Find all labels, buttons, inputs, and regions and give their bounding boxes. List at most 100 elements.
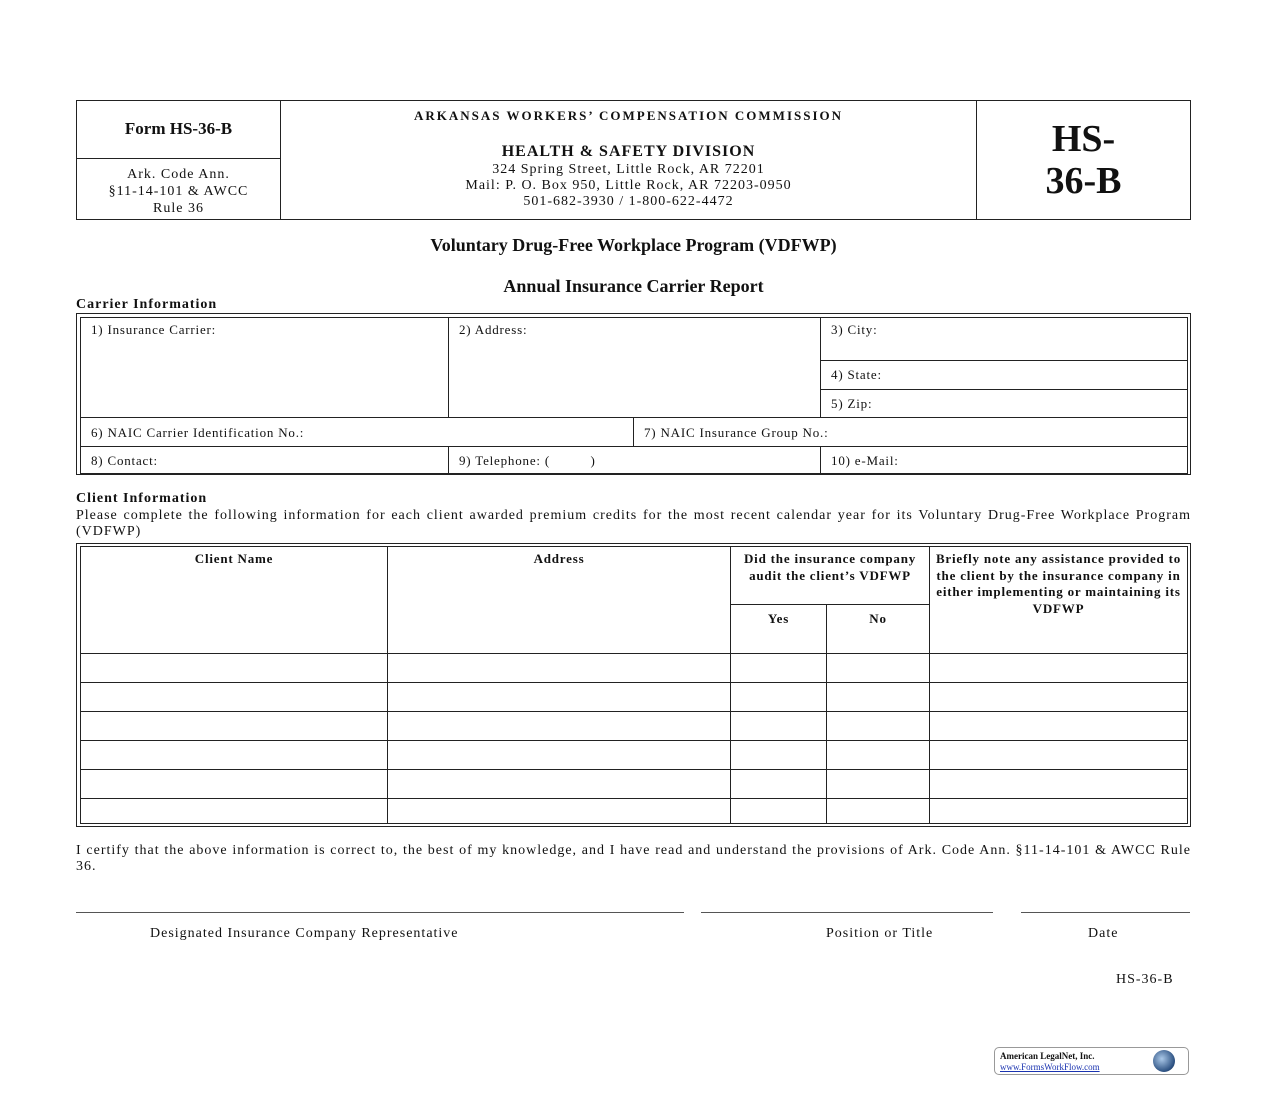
client-outer-border [76, 543, 1191, 827]
header-no: No [825, 604, 931, 654]
address-cell[interactable] [387, 769, 731, 799]
logo-url[interactable]: www.FormsWorkFlow.com [1000, 1062, 1100, 1072]
address-cell[interactable] [387, 711, 731, 741]
field-label: 1) Insurance Carrier: [91, 322, 217, 337]
address-cell[interactable] [387, 682, 731, 712]
agency-address: 324 Spring Street, Little Rock, AR 72201 [492, 162, 765, 177]
code-ref-line: §11-14-101 & AWCC [108, 184, 249, 199]
header-address: Address [387, 546, 731, 654]
field-label: 7) NAIC Insurance Group No.: [644, 425, 829, 440]
address-cell[interactable] [387, 653, 731, 683]
date-label: Date [1088, 926, 1119, 941]
form-big-cell [976, 100, 1191, 220]
division-name: HEALTH & SAFETY DIVISION [501, 143, 756, 160]
carrier-outer-border [76, 313, 1191, 475]
audit-no-cell[interactable] [825, 798, 931, 824]
carrier-heading: Carrier Information [76, 297, 218, 312]
field-label: 2) Address: [459, 322, 528, 337]
email-field[interactable]: 10) e-Mail: [820, 446, 1189, 474]
address-field[interactable]: 2) Address: [447, 317, 822, 418]
contact-field[interactable]: 8) Contact: [80, 446, 449, 474]
table-row [80, 653, 1189, 683]
zip-field[interactable]: 5) Zip: [820, 389, 1189, 418]
field-label: 3) City: [831, 322, 878, 337]
field-label: 9) Telephone: ( ) [459, 453, 596, 468]
assistance-cell[interactable] [929, 711, 1189, 741]
client-name-cell[interactable] [80, 798, 388, 824]
field-label: 8) Contact: [91, 453, 158, 468]
logo-company: American LegalNet, Inc. [1000, 1051, 1095, 1061]
audit-no-cell[interactable] [825, 769, 931, 799]
form-number-large: HS- 36-B [976, 118, 1191, 202]
client-name-cell[interactable] [80, 711, 388, 741]
city-field[interactable]: 3) City: [820, 317, 1189, 361]
position-signature-line[interactable] [701, 912, 993, 913]
client-instructions: Please complete the following informatio… [76, 508, 1191, 539]
table-row [80, 798, 1189, 824]
code-ref-line: Rule 36 [153, 201, 204, 216]
table-row [80, 711, 1189, 741]
assistance-cell[interactable] [929, 740, 1189, 770]
certification-text: I certify that the above information is … [76, 843, 1191, 874]
agency-mail: Mail: P. O. Box 950, Little Rock, AR 722… [465, 178, 792, 193]
audit-yes-cell[interactable] [730, 740, 827, 770]
agency-phone: 501-682-3930 / 1-800-622-4472 [523, 194, 734, 209]
state-field[interactable]: 4) State: [820, 360, 1189, 390]
client-name-cell[interactable] [80, 653, 388, 683]
header-yes: Yes [730, 604, 827, 654]
header-assistance: Briefly note any assistance provided to … [929, 546, 1189, 654]
audit-no-cell[interactable] [825, 653, 931, 683]
form-number-line: HS- [1051, 118, 1116, 160]
assistance-cell[interactable] [929, 653, 1189, 683]
field-label: 6) NAIC Carrier Identification No.: [91, 425, 305, 440]
field-label: 10) e-Mail: [831, 453, 899, 468]
representative-label: Designated Insurance Company Representat… [150, 926, 459, 941]
footer-form-code: HS-36-B [1116, 972, 1174, 987]
carrier-table: 1) Insurance Carrier: 2) Address: 3) City:… [80, 317, 1189, 474]
agency-contact: 324 Spring Street, Little Rock, AR 72201… [280, 162, 977, 210]
audit-yes-cell[interactable] [730, 653, 827, 683]
representative-signature-line[interactable] [76, 912, 684, 913]
field-label: 5) Zip: [831, 396, 873, 411]
address-cell[interactable] [387, 740, 731, 770]
insurance-carrier-field[interactable]: 1) Insurance Carrier: [80, 317, 449, 418]
audit-yes-cell[interactable] [730, 711, 827, 741]
audit-no-cell[interactable] [825, 740, 931, 770]
form-number-line: 36-B [1045, 160, 1122, 202]
audit-no-cell[interactable] [825, 711, 931, 741]
client-heading: Client Information [76, 491, 208, 506]
table-row [80, 682, 1189, 712]
code-ref-line: Ark. Code Ann. [127, 167, 230, 182]
assistance-cell[interactable] [929, 769, 1189, 799]
audit-yes-cell[interactable] [730, 682, 827, 712]
assistance-cell[interactable] [929, 682, 1189, 712]
client-name-cell[interactable] [80, 740, 388, 770]
globe-icon [1153, 1050, 1175, 1072]
agency-name: ARKANSAS WORKERS’ COMPENSATION COMMISSIO… [413, 108, 844, 123]
audit-no-cell[interactable] [825, 682, 931, 712]
code-reference: Ark. Code Ann. §11-14-101 & AWCC Rule 36 [76, 166, 281, 217]
address-cell[interactable] [387, 798, 731, 824]
table-row [80, 740, 1189, 770]
position-label: Position or Title [826, 926, 934, 941]
american-legalnet-logo[interactable]: American LegalNet, Inc. www.FormsWorkFlo… [994, 1047, 1189, 1075]
naic-group-field[interactable]: 7) NAIC Insurance Group No.: [632, 417, 1189, 447]
header-client-name: Client Name [80, 546, 388, 654]
form-label: Form HS-36-B [124, 119, 233, 138]
form-subtitle: Annual Insurance Carrier Report [503, 276, 764, 296]
header-audit: Did the insurance company audit the clie… [729, 546, 931, 605]
field-label: 4) State: [831, 367, 882, 382]
table-row [80, 769, 1189, 799]
telephone-field[interactable]: 9) Telephone: ( ) [447, 446, 822, 474]
form-title: Voluntary Drug-Free Workplace Program (V… [430, 235, 837, 255]
audit-yes-cell[interactable] [730, 798, 827, 824]
client-name-cell[interactable] [80, 769, 388, 799]
date-signature-line[interactable] [1021, 912, 1190, 913]
naic-id-field[interactable]: 6) NAIC Carrier Identification No.: [80, 417, 634, 447]
code-ref-cell [76, 158, 281, 220]
client-table: Client Name Address Did the insurance co… [80, 546, 1189, 824]
audit-yes-cell[interactable] [730, 769, 827, 799]
assistance-cell[interactable] [929, 798, 1189, 824]
client-name-cell[interactable] [80, 682, 388, 712]
